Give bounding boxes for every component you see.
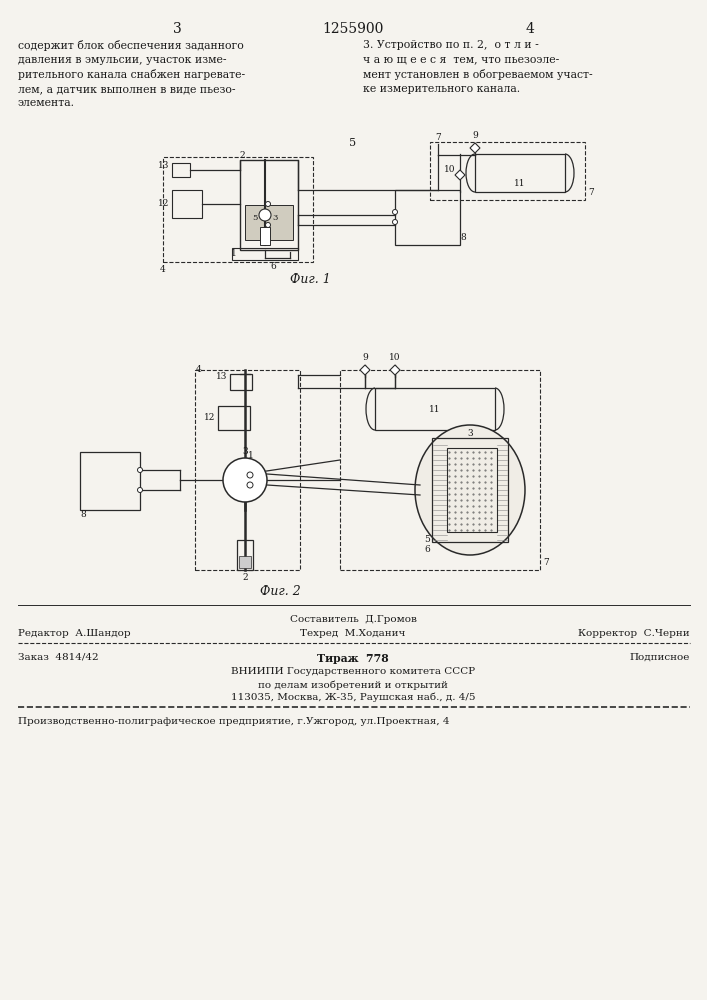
Text: Техред  М.Ходанич: Техред М.Ходанич [300, 629, 406, 638]
Circle shape [247, 472, 253, 478]
Bar [172, 163, 190, 177]
Bar [240, 160, 298, 250]
Circle shape [223, 458, 267, 502]
Bar [163, 157, 313, 262]
Text: Редактор  А.Шандор: Редактор А.Шандор [18, 629, 131, 638]
Bar [475, 154, 565, 192]
Text: 13: 13 [216, 372, 227, 381]
Polygon shape [470, 143, 480, 153]
Bar [340, 370, 540, 570]
Bar [230, 374, 252, 390]
Text: содержит блок обеспечения заданного
давления в эмульсии, участок изме-
рительног: содержит блок обеспечения заданного давл… [18, 40, 245, 108]
Text: 10: 10 [443, 165, 455, 174]
Text: 6: 6 [424, 546, 430, 554]
Text: 6: 6 [270, 262, 276, 271]
Bar [395, 190, 460, 245]
Text: 1: 1 [248, 450, 254, 460]
Polygon shape [360, 365, 370, 375]
Text: 3. Устройство по п. 2,  о т л и -
ч а ю щ е е с я  тем, что пьезоэле-
мент устан: 3. Устройство по п. 2, о т л и - ч а ю щ… [363, 40, 592, 94]
Text: 3: 3 [243, 447, 248, 456]
Text: 3: 3 [467, 429, 473, 438]
Text: ВНИИПИ Государственного комитета СССР: ВНИИПИ Государственного комитета СССР [231, 667, 475, 676]
Text: Составитель  Д.Громов: Составитель Д.Громов [290, 615, 416, 624]
Text: 8: 8 [460, 233, 466, 242]
Bar [430, 142, 585, 200]
Bar [239, 556, 251, 568]
Text: 4: 4 [525, 22, 534, 36]
Circle shape [247, 482, 253, 488]
Bar [260, 227, 270, 245]
Bar [218, 406, 250, 430]
Circle shape [392, 210, 397, 215]
Ellipse shape [415, 425, 525, 555]
Text: 13: 13 [158, 160, 169, 169]
Text: Производственно-полиграфическое предприятие, г.Ужгород, ул.Проектная, 4: Производственно-полиграфическое предприя… [18, 717, 450, 726]
Text: по делам изобретений и открытий: по делам изобретений и открытий [258, 680, 448, 690]
Circle shape [259, 209, 271, 221]
Polygon shape [455, 170, 465, 180]
Polygon shape [390, 365, 400, 375]
Bar [237, 540, 253, 570]
Text: 7: 7 [435, 133, 441, 142]
Text: 1255900: 1255900 [322, 22, 384, 36]
Text: 2: 2 [243, 573, 248, 582]
Text: 5: 5 [349, 138, 356, 148]
Text: 1: 1 [231, 249, 237, 258]
Text: Тираж  778: Тираж 778 [317, 653, 389, 664]
Text: Корректор  С.Черни: Корректор С.Черни [578, 629, 690, 638]
Text: 11: 11 [429, 404, 440, 414]
Bar [80, 452, 140, 510]
Text: 12: 12 [204, 414, 215, 422]
Text: 4: 4 [196, 365, 201, 374]
Text: Фиг. 2: Фиг. 2 [259, 585, 300, 598]
Text: 9: 9 [472, 131, 478, 140]
Circle shape [392, 220, 397, 225]
Bar [232, 248, 298, 260]
Bar [245, 205, 293, 240]
Bar [195, 370, 300, 570]
Text: 3: 3 [173, 22, 182, 36]
Text: 12: 12 [158, 200, 169, 209]
Text: 4: 4 [160, 265, 166, 274]
Circle shape [266, 223, 271, 228]
Bar [375, 388, 495, 430]
Bar [447, 448, 497, 532]
Circle shape [137, 468, 143, 473]
Circle shape [137, 488, 143, 492]
Text: 9: 9 [362, 353, 368, 362]
Text: 7: 7 [543, 558, 549, 567]
Text: 2: 2 [240, 150, 245, 159]
Text: Заказ  4814/42: Заказ 4814/42 [18, 653, 98, 662]
Bar [172, 190, 202, 218]
Text: 113035, Москва, Ж-35, Раушская наб., д. 4/5: 113035, Москва, Ж-35, Раушская наб., д. … [230, 693, 475, 702]
Text: 8: 8 [80, 510, 86, 519]
Circle shape [266, 202, 271, 207]
Text: 5: 5 [240, 488, 246, 497]
Text: 6: 6 [246, 493, 252, 502]
Text: 11: 11 [514, 180, 526, 188]
Text: Фиг. 1: Фиг. 1 [290, 273, 330, 286]
Text: 10: 10 [390, 353, 401, 362]
Text: Подписное: Подписное [630, 653, 690, 662]
Text: 5: 5 [252, 214, 258, 222]
Text: 7: 7 [588, 188, 594, 197]
Bar [432, 438, 508, 542]
Text: 5: 5 [424, 536, 430, 544]
Text: 3: 3 [272, 214, 277, 222]
